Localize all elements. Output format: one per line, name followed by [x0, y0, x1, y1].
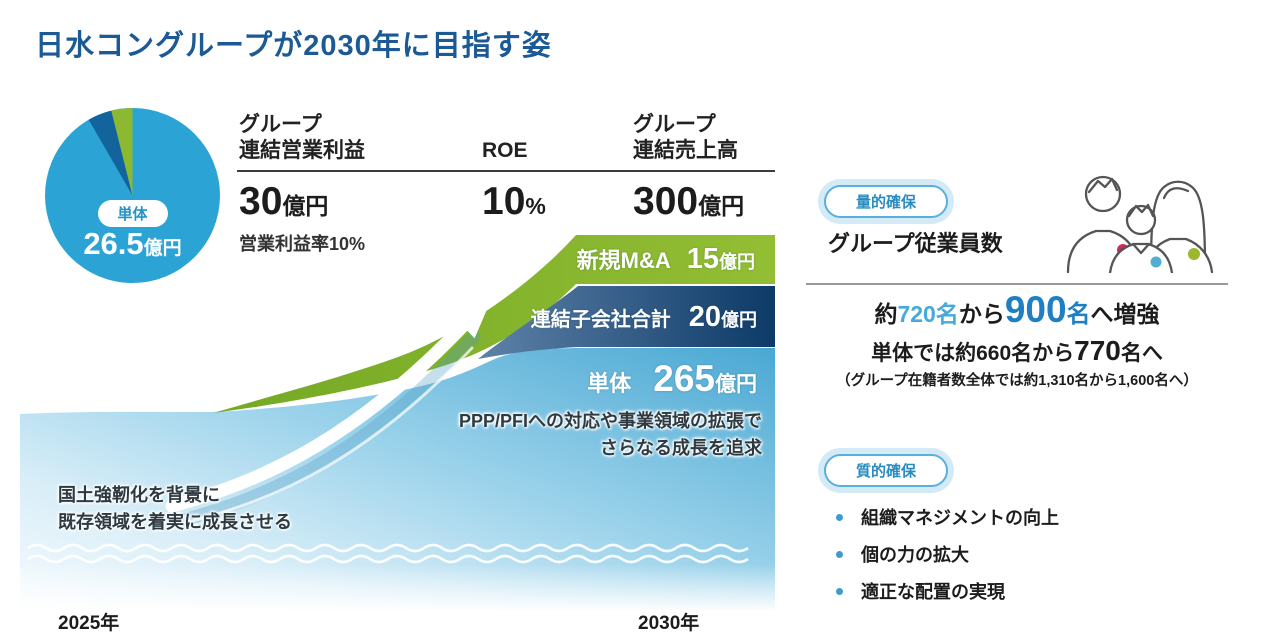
- annotation-line: 既存領域を着実に成長させる: [58, 512, 292, 532]
- pie-slice-green: [111, 107, 133, 196]
- kpi-column-revenue: グループ 連結売上高: [633, 106, 738, 164]
- band-name: 新規M&A: [576, 248, 671, 273]
- pie-chart: 単体 26.5億円: [45, 107, 220, 283]
- band-value: 265: [653, 358, 715, 399]
- growth-arrow-icon: [165, 300, 491, 527]
- wave-lines-icon: [27, 543, 749, 564]
- kpi-unit: 億円: [282, 193, 329, 219]
- band-unit: 億円: [721, 310, 757, 330]
- kpi-header-line2: 連結営業利益: [239, 139, 365, 162]
- area-band-subsidiaries: [478, 286, 775, 359]
- badge-qualitative: 質的確保: [824, 454, 949, 487]
- bullet-text: 適正な配置の実現: [861, 582, 1005, 602]
- x-axis-label-2030: 2030年: [638, 613, 700, 634]
- kpi-table: グループ 連結営業利益 ROE グループ 連結売上高 30億円 10% 300億…: [237, 106, 775, 256]
- band-unit: 億円: [719, 252, 755, 272]
- area-band-tantai: [20, 348, 775, 610]
- kpi-column-operating-profit: グループ 連結営業利益: [239, 106, 365, 164]
- bottom-fade: [20, 564, 775, 610]
- employee-count-heading: グループ従業員数: [828, 231, 1003, 256]
- bullet-text: 組織マネジメントの向上: [861, 508, 1059, 528]
- band-value: 20: [688, 301, 721, 333]
- kpi-column-roe: ROE: [482, 106, 528, 164]
- band-unit: 億円: [715, 373, 757, 396]
- stat-text: から: [958, 301, 1005, 327]
- bullet-icon: [836, 550, 843, 558]
- pie-chart-graphic: [45, 107, 220, 283]
- kpi-value-operating-profit: 30億円: [239, 180, 328, 224]
- annotation-line: さらなる成長を追求: [600, 438, 762, 458]
- annotation-ppp-pfi: PPP/PFIへの対応や事業領域の拡張で さらなる成長を追求: [459, 408, 762, 462]
- pie-value-number: 26.5: [83, 226, 144, 261]
- right-panel-divider: [806, 283, 1228, 285]
- employee-stats: 約720名から900名へ増強 単体では約660名から770名へ （グループ在籍者…: [806, 290, 1228, 392]
- qualitative-bullet-list: 組織マネジメントの向上 個の力の拡大 適正な配置の実現: [836, 504, 1059, 615]
- person-man-front-icon: [1108, 203, 1174, 273]
- kpi-value-revenue: 300億円: [633, 180, 744, 224]
- kpi-unit: %: [525, 193, 546, 219]
- pie-slice-navy: [88, 110, 133, 196]
- page-title: 日水コングループが2030年に目指す姿: [35, 30, 552, 62]
- stat-text: へ増強: [1090, 301, 1160, 327]
- stat-unit: 名: [1066, 301, 1091, 328]
- annotation-kokudo: 国土強靭化を背景に 既存領域を着実に成長させる: [58, 482, 292, 536]
- stacked-area-chart: [20, 228, 775, 610]
- band-value: 15: [686, 243, 719, 275]
- kpi-note-margin: 営業利益率10%: [239, 234, 366, 254]
- bullet-icon: [836, 513, 843, 521]
- stat-from-value: 720名: [897, 301, 959, 327]
- stat-text: 単体では約660名から: [871, 342, 1075, 365]
- area-band-ma: [213, 235, 775, 413]
- x-axis-label-2025: 2025年: [58, 613, 120, 634]
- person-woman-icon: [1142, 180, 1214, 273]
- stat-to-value: 770: [1074, 335, 1121, 366]
- kpi-number: 30: [239, 180, 283, 223]
- kpi-unit: 億円: [698, 193, 745, 219]
- band-label-tantai: 単体 265億円: [587, 358, 757, 400]
- stat-to-value: 900: [1004, 289, 1067, 330]
- people-group-icon: [1066, 175, 1214, 273]
- band-name: 単体: [587, 371, 632, 396]
- kpi-value-roe: 10%: [482, 180, 546, 224]
- stat-text: 約: [874, 301, 898, 327]
- kpi-divider-line: [237, 170, 775, 172]
- band-name: 連結子会社合計: [530, 309, 671, 331]
- area-chart-graphic: [20, 235, 775, 610]
- annotation-line: 国土強靭化を背景に: [58, 485, 220, 505]
- list-item: 組織マネジメントの向上: [836, 504, 1059, 530]
- band-label-subsidiaries: 連結子会社合計 20億円: [531, 301, 757, 334]
- bullet-icon: [836, 587, 843, 595]
- kpi-header-line1: グループ: [239, 113, 322, 136]
- stat-line-note: （グループ在籍者数全体では約1,310名から1,600名へ）: [836, 373, 1198, 389]
- kpi-header-line2: ROE: [482, 139, 528, 162]
- kpi-header-line1: グループ: [633, 113, 716, 136]
- annotation-line: PPP/PFIへの対応や事業領域の拡張で: [458, 411, 762, 431]
- stat-text: 名へ: [1120, 342, 1163, 365]
- pie-center-badge: 単体: [97, 200, 168, 227]
- kpi-number: 300: [633, 180, 699, 223]
- list-item: 適正な配置の実現: [836, 578, 1059, 604]
- bullet-text: 個の力の拡大: [861, 545, 969, 565]
- pie-value-unit: 億円: [143, 238, 182, 259]
- kpi-number: 10: [482, 180, 526, 223]
- kpi-header-line2: 連結売上高: [633, 139, 738, 162]
- stat-line-tantai: 単体では約660名から770名へ: [806, 335, 1228, 370]
- badge-quantitative: 量的確保: [824, 185, 949, 218]
- pie-center-value: 26.5億円: [45, 226, 220, 262]
- stat-line-group: 約720名から900名へ増強: [806, 290, 1228, 335]
- list-item: 個の力の拡大: [836, 541, 1059, 567]
- band-label-ma: 新規M&A 15億円: [577, 243, 755, 276]
